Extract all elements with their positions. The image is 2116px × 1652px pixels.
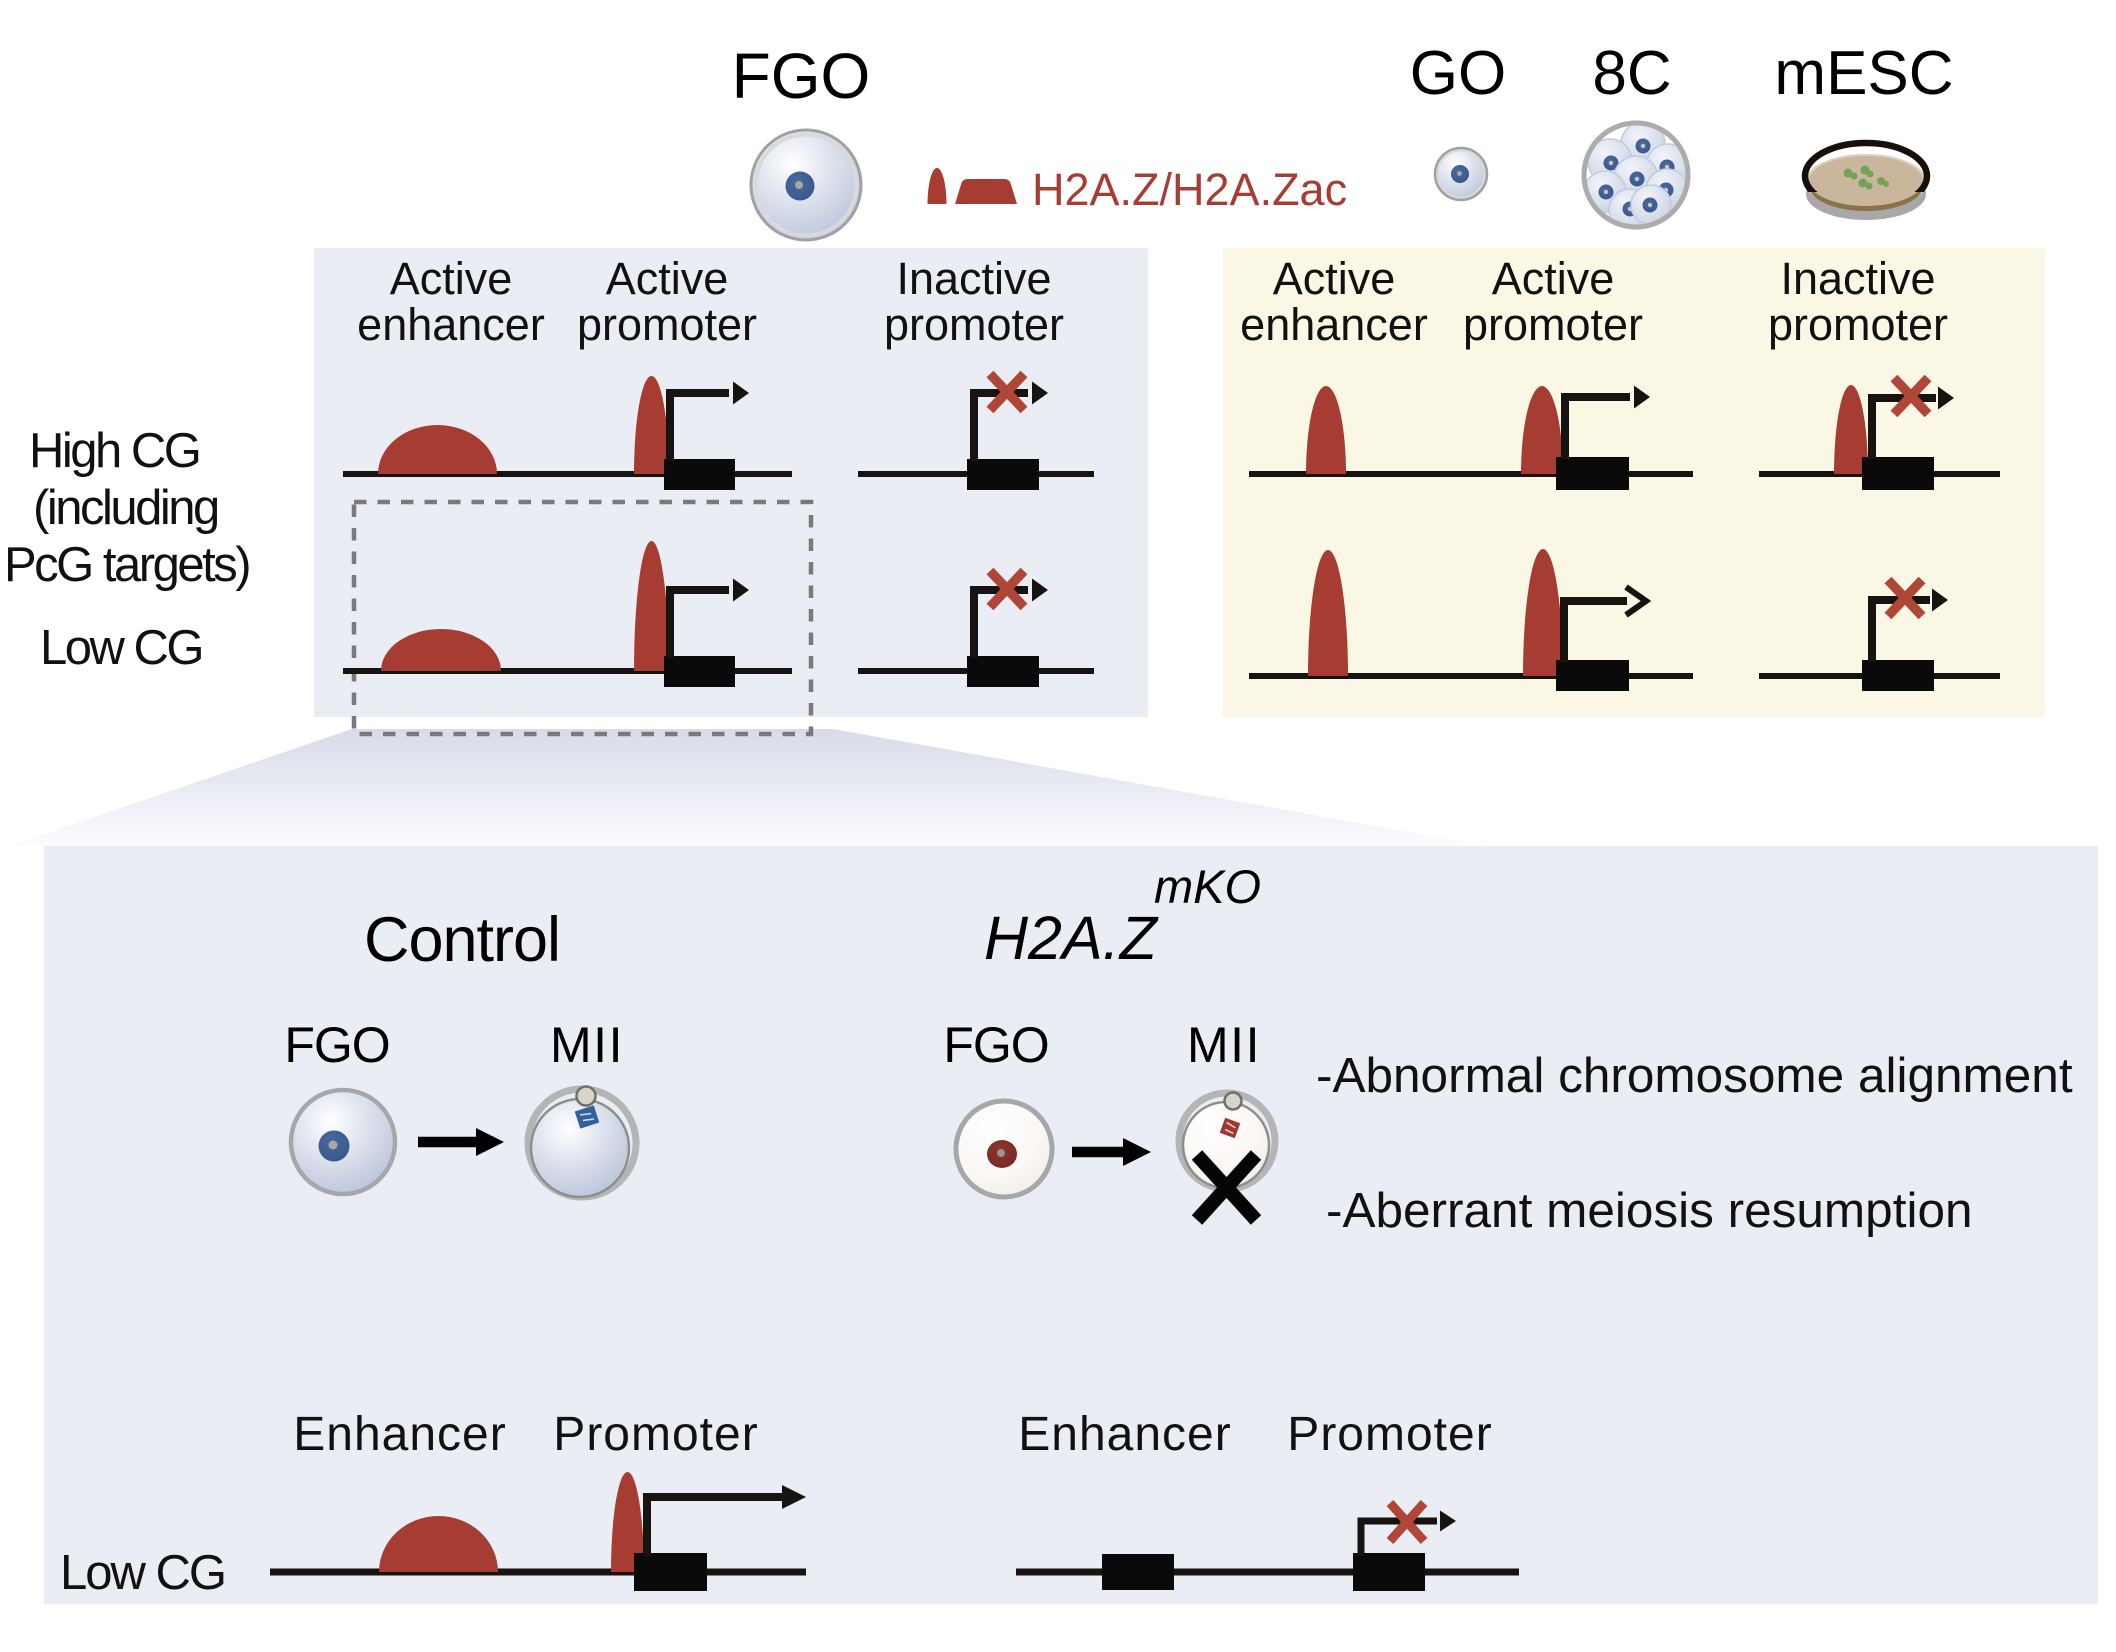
- svg-text:(including: (including: [33, 481, 218, 535]
- svg-text:promoter: promoter: [1768, 299, 1948, 350]
- svg-text:-Abnormal chromosome alignment: -Abnormal chromosome alignment: [1316, 1048, 2073, 1103]
- svg-text:enhancer: enhancer: [1240, 299, 1428, 350]
- svg-text:MII: MII: [550, 1017, 624, 1073]
- svg-text:H2A.Z: H2A.Z: [984, 904, 1159, 972]
- svg-text:Enhancer: Enhancer: [293, 1408, 506, 1461]
- svg-text:-Aberrant meiosis resumption: -Aberrant meiosis resumption: [1326, 1183, 1973, 1238]
- svg-text:GO: GO: [1410, 39, 1506, 108]
- svg-text:High CG: High CG: [29, 424, 199, 478]
- svg-text:Low CG: Low CG: [40, 621, 202, 675]
- svg-text:promoter: promoter: [1463, 299, 1643, 350]
- svg-text:8C: 8C: [1592, 39, 1671, 108]
- svg-text:enhancer: enhancer: [357, 299, 545, 350]
- svg-text:Inactive: Inactive: [896, 253, 1051, 304]
- svg-text:Control: Control: [364, 905, 560, 975]
- svg-text:PcG targets): PcG targets): [4, 538, 249, 592]
- svg-text:promoter: promoter: [577, 299, 757, 350]
- svg-text:mESC: mESC: [1774, 39, 1953, 108]
- svg-text:Active: Active: [1273, 253, 1396, 304]
- svg-text:FGO: FGO: [732, 40, 871, 112]
- svg-text:FGO: FGO: [284, 1017, 389, 1073]
- svg-text:MII: MII: [1187, 1017, 1261, 1073]
- svg-text:Active: Active: [1492, 253, 1615, 304]
- svg-text:H2A.Z/H2A.Zac: H2A.Z/H2A.Zac: [1032, 164, 1347, 215]
- svg-text:Promoter: Promoter: [553, 1408, 758, 1461]
- svg-text:promoter: promoter: [884, 299, 1064, 350]
- svg-text:Active: Active: [606, 253, 729, 304]
- svg-text:Low CG: Low CG: [60, 1546, 225, 1600]
- svg-text:Active: Active: [390, 253, 513, 304]
- svg-text:Promoter: Promoter: [1287, 1408, 1492, 1461]
- svg-text:mKO: mKO: [1154, 860, 1261, 913]
- svg-text:Enhancer: Enhancer: [1018, 1408, 1231, 1461]
- svg-text:FGO: FGO: [943, 1017, 1048, 1073]
- svg-text:Inactive: Inactive: [1780, 253, 1935, 304]
